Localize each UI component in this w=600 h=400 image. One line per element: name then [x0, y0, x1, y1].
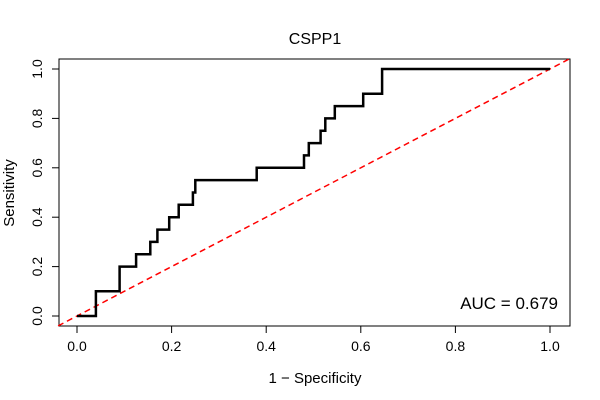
y-axis-label: Sensitivity [1, 159, 18, 227]
y-tick-label: 0.2 [29, 257, 45, 277]
y-tick-label: 1.0 [29, 59, 45, 79]
reference-diagonal-layer [57, 58, 570, 327]
x-tick-label: 0.2 [162, 338, 182, 354]
reference-diagonal-line [57, 58, 570, 327]
chart-title: CSPP1 [289, 31, 342, 48]
x-tick-label: 0.0 [67, 338, 87, 354]
y-tick-label: 0.0 [29, 306, 45, 326]
x-axis-label: 1 − Specificity [269, 370, 362, 387]
roc-curve-layer [77, 67, 550, 318]
roc-curve-line [77, 67, 550, 318]
x-axis: 0.0 0.2 0.4 0.6 0.8 1.0 [67, 325, 560, 354]
x-tick-label: 0.6 [351, 338, 371, 354]
x-tick-label: 1.0 [540, 338, 560, 354]
y-axis: 0.0 0.2 0.4 0.6 0.8 1.0 [29, 59, 60, 326]
y-tick-label: 0.6 [29, 158, 45, 178]
y-tick-label: 0.8 [29, 108, 45, 128]
x-tick-label: 0.8 [446, 338, 466, 354]
x-tick-label: 0.4 [256, 338, 276, 354]
y-tick-label: 0.4 [29, 207, 45, 227]
auc-annotation: AUC = 0.679 [460, 294, 558, 313]
